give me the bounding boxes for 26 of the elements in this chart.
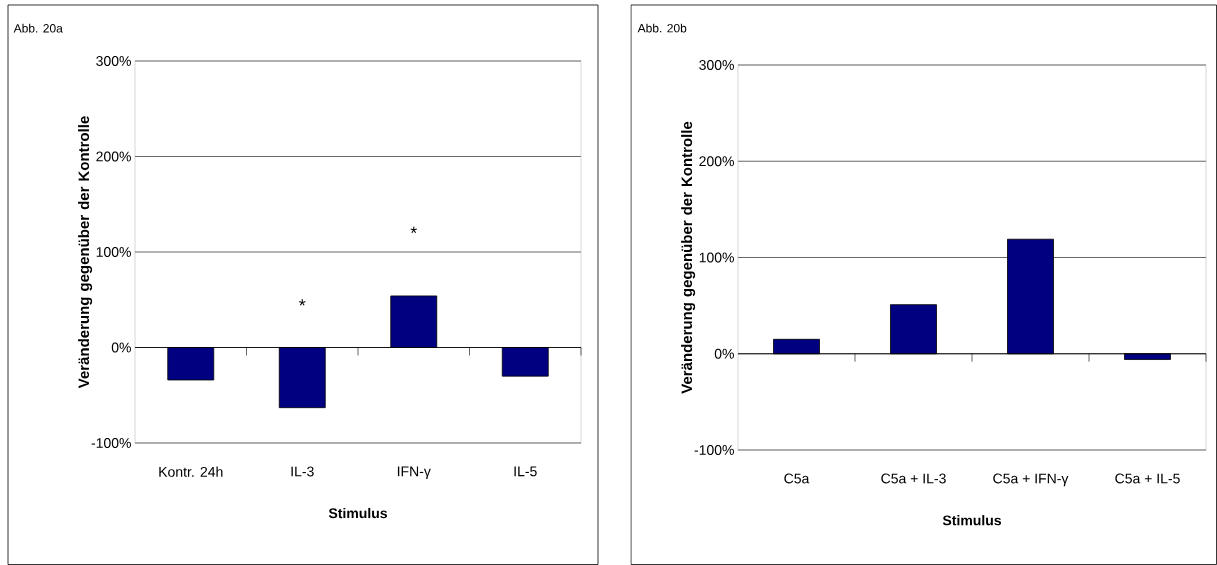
x-tick-label: IL-3: [291, 466, 314, 477]
x-tick-label: Kontr. 24h: [159, 466, 223, 477]
x-axis-title: Stimulus: [942, 515, 1001, 526]
annotation: *: [410, 226, 417, 234]
y-tick-label: 100%: [96, 247, 131, 257]
y-tick-label: 0%: [111, 342, 131, 353]
y-axis-title: Veränderung gegenüber der Kontrolle: [78, 116, 93, 389]
y-tick-label: 0%: [714, 348, 734, 359]
y-tick-label: 300%: [699, 60, 734, 70]
x-tick-label: C5a: [784, 473, 810, 484]
x-axis-title: Stimulus: [328, 507, 387, 519]
y-tick-label: 300%: [96, 56, 131, 66]
y-tick-label: -100%: [91, 438, 131, 448]
y-tick-label: 200%: [96, 151, 131, 162]
chart-title: Abb. 20b: [637, 23, 687, 33]
annotation: *: [299, 299, 306, 306]
y-tick-label: 200%: [699, 156, 734, 167]
y-tick-label: -100%: [694, 445, 734, 455]
x-tick-label: C5a + IL-3: [881, 473, 946, 484]
x-tick-label: C5a + IFN-γ: [993, 473, 1069, 487]
x-tick-label: IFN-γ: [397, 466, 431, 480]
y-tick-label: 100%: [699, 252, 734, 263]
y-axis-title: Veränderung gegenüber der Kontrolle: [681, 121, 696, 394]
x-tick-label: IL-5: [514, 466, 537, 477]
text: Abb. 20a: [13, 23, 63, 33]
x-tick-label: C5a + IL-5: [1115, 473, 1180, 484]
